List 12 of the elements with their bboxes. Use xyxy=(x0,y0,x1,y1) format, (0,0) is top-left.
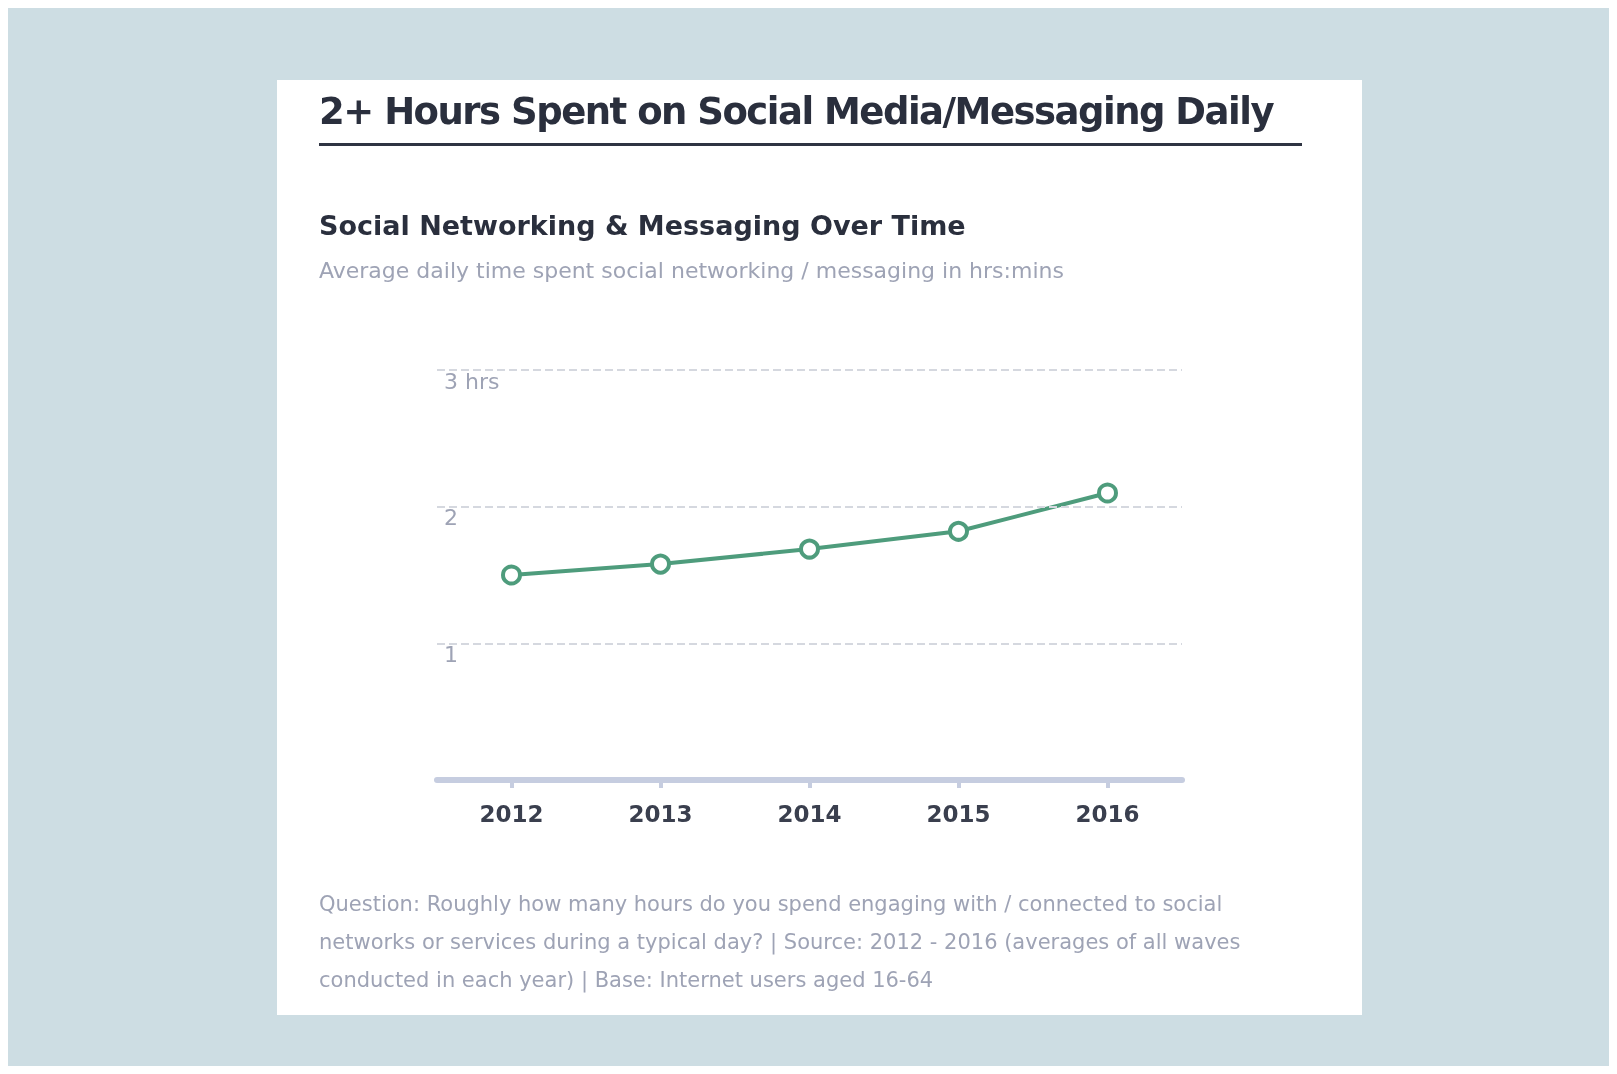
chart-subtitle: Social Networking & Messaging Over Time xyxy=(319,210,966,241)
x-tick-label: 2013 xyxy=(628,800,693,827)
x-tick-label: 2015 xyxy=(926,800,991,827)
y-tick-label: 3 hrs xyxy=(437,368,500,394)
x-tick-label: 2012 xyxy=(479,800,544,827)
y-tick-label: 2 xyxy=(437,505,458,531)
y-axis-title: Average daily time spent social networking / messaging in hrs:mins xyxy=(319,258,1064,283)
y-tick-label: 1 xyxy=(437,641,458,667)
text: Question: Roughly how many hours do you spend engaging with / connected to social networks or services during a typical day? | Source: 2012 - 2016 (averages of all waves conducted in each year) | Base: Internet users aged 16-64 xyxy=(319,891,1242,995)
chart-title: 2+ Hours Spent on Social Media/Messaging Daily xyxy=(319,90,1302,146)
x-tick-label: 2016 xyxy=(1075,800,1140,827)
x-tick-label: 2014 xyxy=(777,800,842,827)
